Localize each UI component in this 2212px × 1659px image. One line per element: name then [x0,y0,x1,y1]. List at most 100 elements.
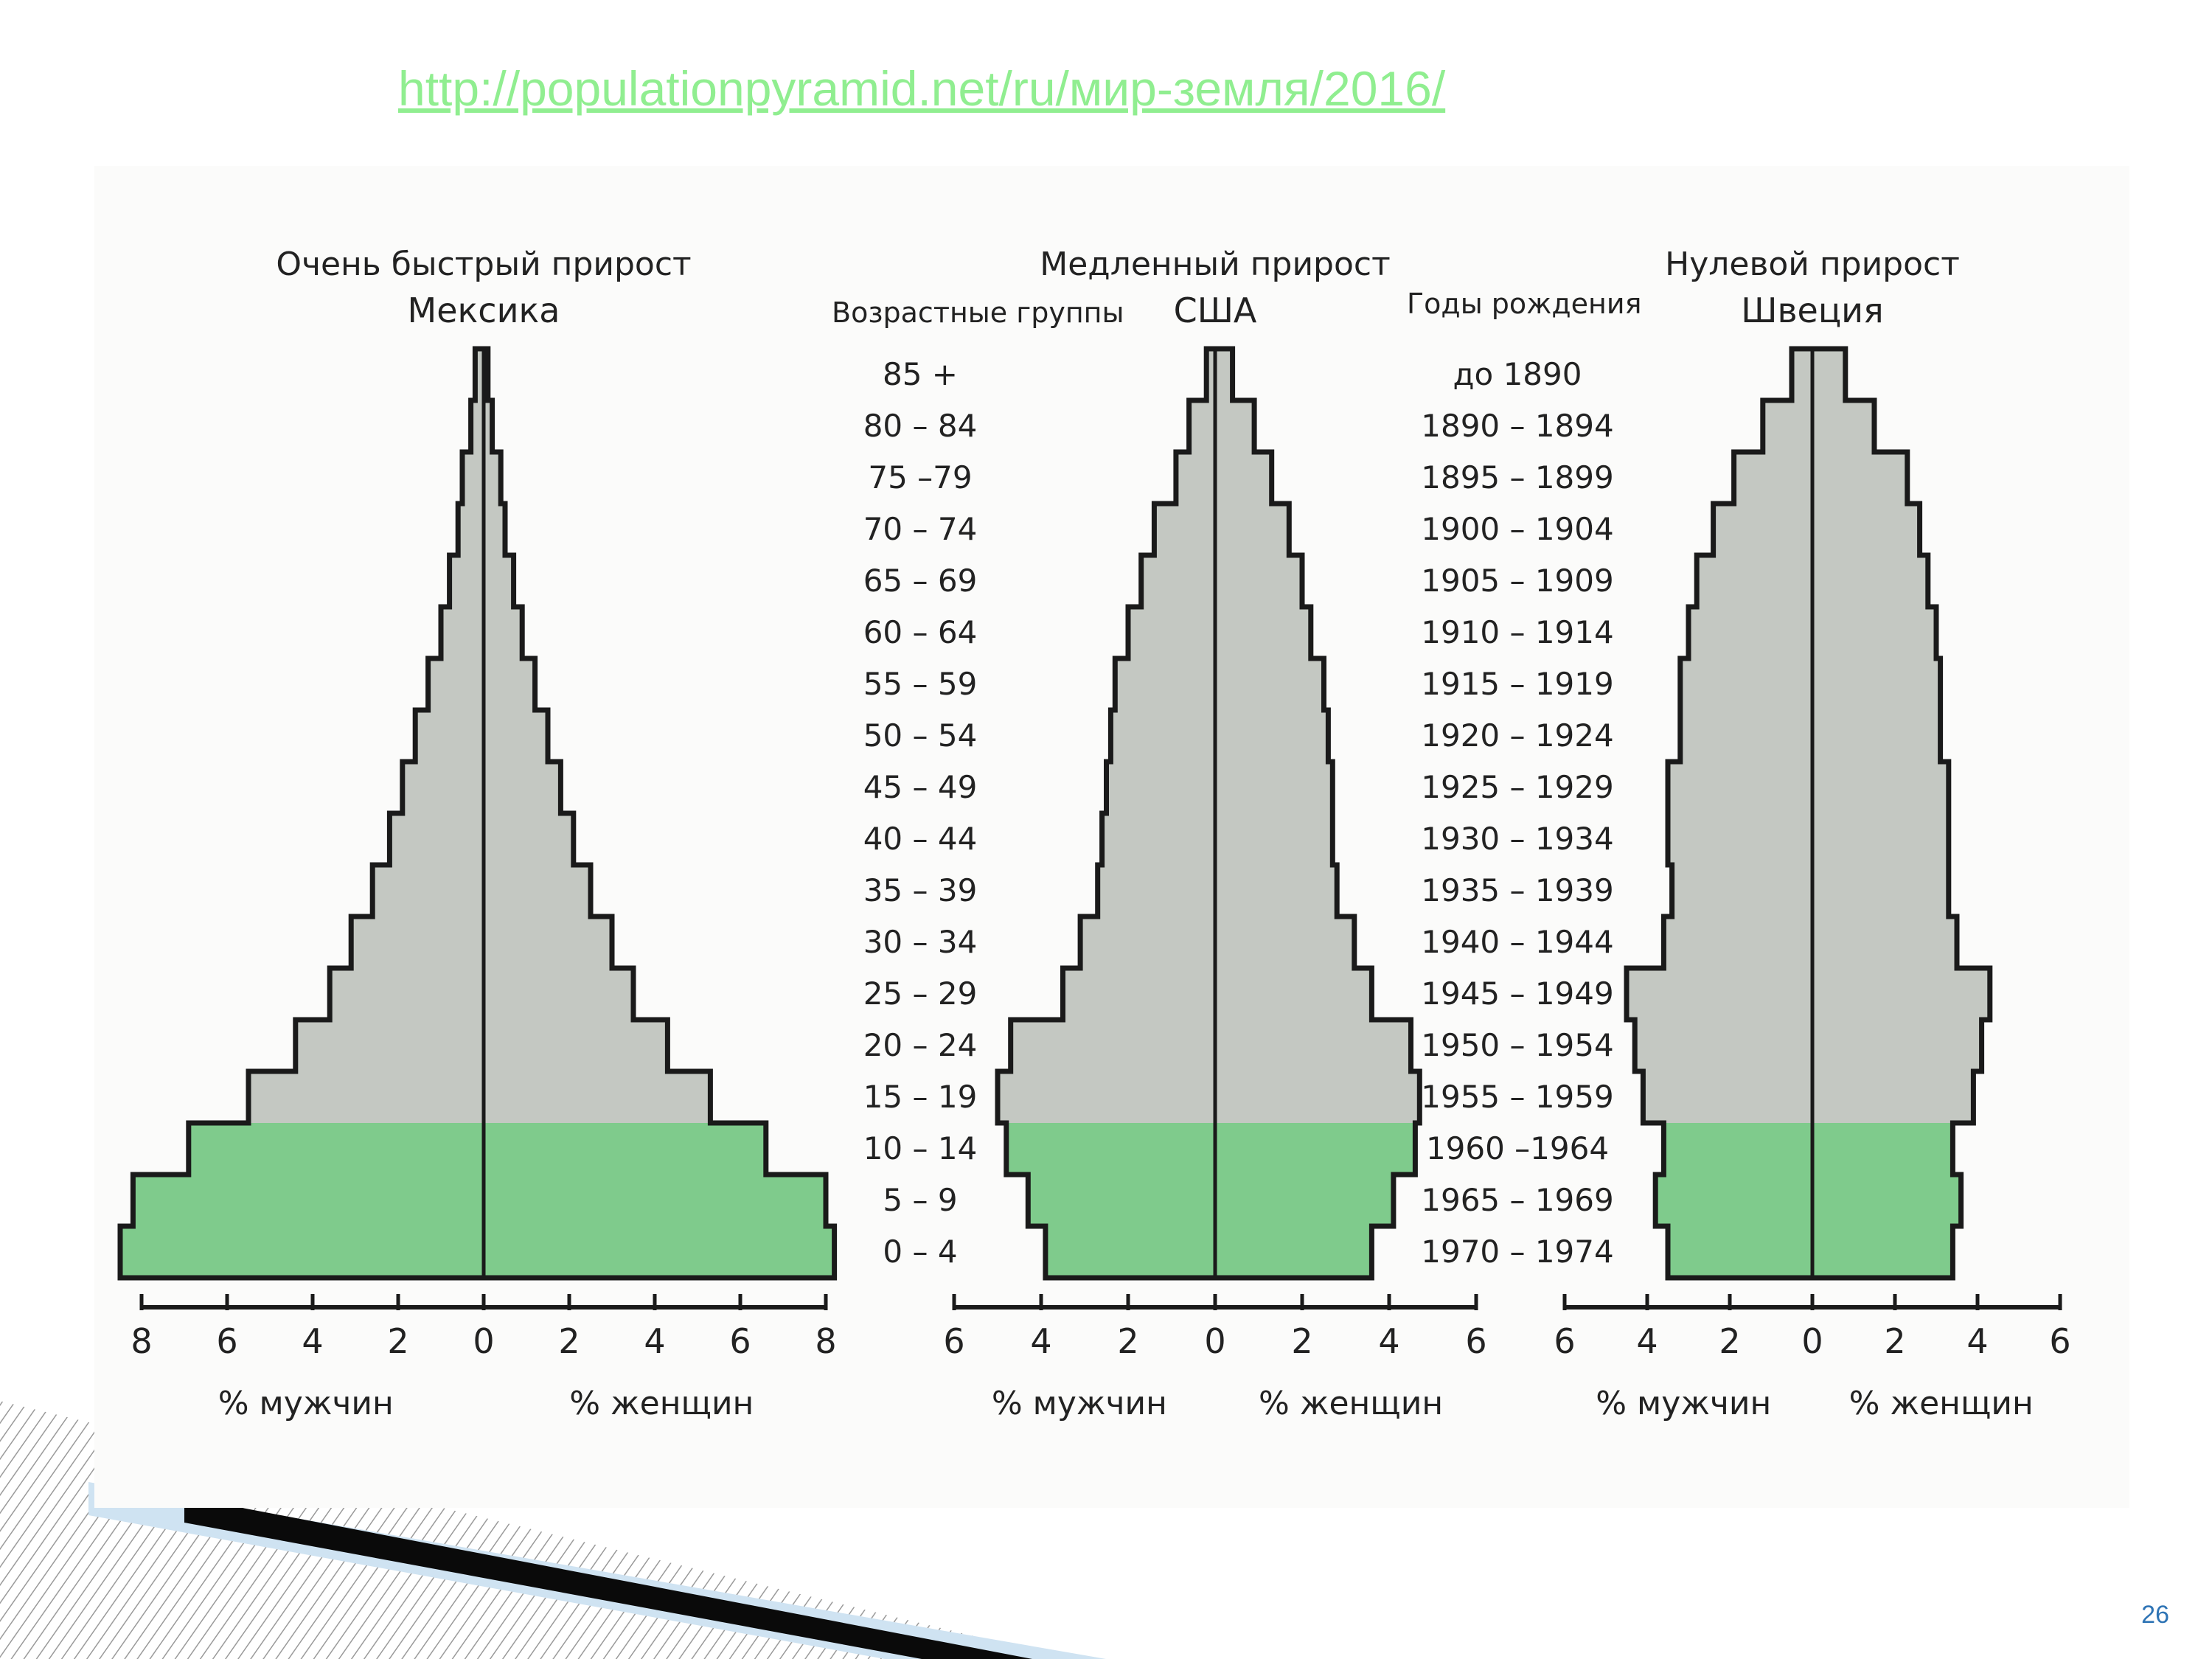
bar-male [248,1071,484,1123]
x-tick-label: 4 [1636,1321,1658,1361]
bar-female [1215,658,1324,710]
bar-female [484,762,561,813]
pyramid-outline [1624,346,1993,1281]
x-tick-label: 2 [558,1321,580,1361]
chart-title: Медленный прирост [1040,246,1390,283]
page-number: 26 [2141,1601,2169,1629]
bar-female [1215,865,1338,917]
bar-female [1812,917,1957,968]
x-tick-label: 4 [644,1321,665,1361]
bar-female [1812,968,1990,1020]
bar-male [1762,400,1812,452]
bar-male [351,917,484,968]
bar-male [1697,555,1812,607]
x-tick-label: 8 [815,1321,836,1361]
xlabel-female: % женщин [569,1385,754,1422]
bar-female [484,1020,668,1071]
bar-female [1215,1175,1394,1226]
bar-female [1215,504,1290,555]
bar-female [1812,555,1928,607]
age-group-label: 55 – 59 [863,666,978,702]
bar-female [1812,607,1936,658]
bar-male [1713,504,1812,555]
birth-year-label: 1915 – 1919 [1421,666,1613,702]
bar-male [1643,1071,1812,1123]
bar-male [1680,658,1812,710]
bar-male [415,710,484,762]
bar-female [1812,813,1949,865]
bar-female [1215,555,1302,607]
bar-male [389,813,484,865]
bar-female [1215,1020,1411,1071]
bar-female [1812,504,1920,555]
bar-male [458,504,484,555]
age-group-label: 85 + [883,356,958,392]
age-group-label: 45 – 49 [863,769,978,805]
age-group-label: 20 – 24 [863,1027,978,1063]
bar-female [1215,813,1333,865]
bar-female [1812,1071,1974,1123]
x-tick-label: 8 [131,1321,152,1361]
bar-female [1812,1020,1982,1071]
bar-male [295,1020,484,1071]
birth-year-label: до 1890 [1453,356,1582,392]
bar-female [484,1123,766,1175]
bar-female [1215,710,1329,762]
bar-male [1154,504,1215,555]
age-group-label: 65 – 69 [863,563,978,599]
x-tick-label: 4 [302,1321,323,1361]
x-tick-label: 6 [216,1321,237,1361]
bar-male [330,968,484,1020]
x-tick-label: 2 [1884,1321,1905,1361]
birth-year-label: 1935 – 1939 [1421,872,1613,908]
chart-subtitle: Швеция [1741,291,1883,330]
bar-female [1215,762,1333,813]
bar-female [484,452,501,504]
bar-male [188,1123,484,1175]
bar-male [441,607,484,658]
birth-year-label: 1900 – 1904 [1421,511,1613,547]
bar-female [484,1226,835,1278]
age-group-label: 10 – 14 [863,1130,978,1166]
bar-male [1663,1123,1812,1175]
xlabel-female: % женщин [1849,1385,2034,1422]
source-link[interactable]: http://populationpyramid.net/ru/мир-земл… [398,61,1446,116]
bar-male [1672,865,1812,917]
bar-male [1668,1226,1812,1278]
chart-subtitle: Мексика [408,291,560,330]
x-tick-label: 2 [1291,1321,1312,1361]
bar-female [484,607,523,658]
birth-year-label: 1905 – 1909 [1421,563,1613,599]
bar-female [1215,349,1233,400]
bar-male [1141,555,1215,607]
birth-year-label: 1920 – 1924 [1421,717,1613,754]
birth-year-label: 1965 – 1969 [1421,1182,1613,1218]
x-tick-label: 6 [1554,1321,1575,1361]
bar-female [484,710,548,762]
bar-female [1812,1123,1953,1175]
bar-female [484,865,591,917]
x-tick-label: 0 [1801,1321,1823,1361]
x-tick-label: 0 [1204,1321,1225,1361]
birth-year-label: 1955 – 1959 [1421,1079,1613,1115]
bar-male [475,349,484,400]
pyramid-outline [117,346,838,1281]
age-group-label: 70 – 74 [863,511,978,547]
bar-male [1110,710,1215,762]
bar-male [1680,710,1812,762]
bar-male [1733,452,1812,504]
bar-male [1627,968,1812,1020]
bar-female [1215,917,1354,968]
x-tick-label: 4 [1030,1321,1051,1361]
bar-male [428,658,484,710]
bar-male [1062,968,1215,1020]
chart-subtitle: США [1174,291,1257,330]
bar-male [1663,917,1812,968]
bar-male [1097,865,1215,917]
bar-male [462,452,484,504]
bar-male [1045,1226,1215,1278]
bar-male [1080,917,1215,968]
birth-year-label: 1925 – 1929 [1421,769,1613,805]
x-tick-label: 2 [1719,1321,1740,1361]
x-tick-label: 2 [387,1321,408,1361]
